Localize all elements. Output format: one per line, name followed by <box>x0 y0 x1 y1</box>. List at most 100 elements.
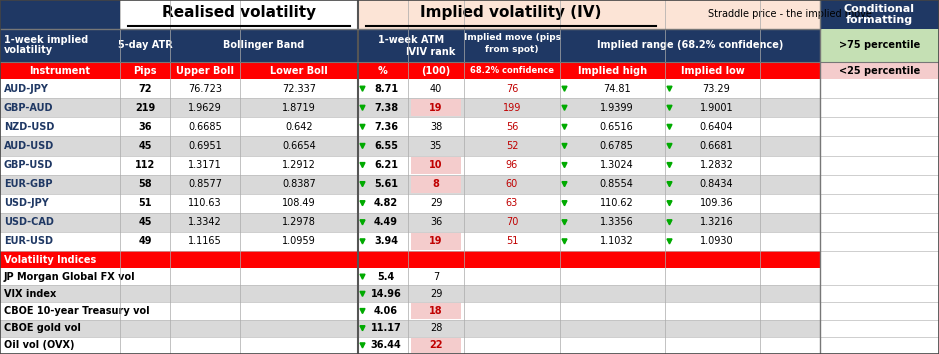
Bar <box>0 79 120 98</box>
Bar <box>665 194 760 213</box>
Text: 56: 56 <box>506 122 518 132</box>
Bar <box>820 79 939 98</box>
Bar <box>408 98 464 118</box>
Text: 36: 36 <box>138 122 152 132</box>
Text: 3.94: 3.94 <box>374 236 398 246</box>
Bar <box>820 175 939 194</box>
Text: from spot): from spot) <box>485 45 539 54</box>
Bar <box>0 251 820 268</box>
Bar <box>760 136 820 155</box>
Text: AUD-USD: AUD-USD <box>4 141 54 151</box>
Bar <box>240 194 358 213</box>
Bar <box>120 175 170 194</box>
Bar <box>464 232 560 251</box>
Bar <box>665 232 760 251</box>
Text: 76: 76 <box>506 84 518 94</box>
Bar <box>240 155 358 175</box>
Text: 1.1165: 1.1165 <box>188 236 222 246</box>
Text: EUR-USD: EUR-USD <box>4 236 53 246</box>
Bar <box>820 232 939 251</box>
Bar <box>240 136 358 155</box>
Text: 72.337: 72.337 <box>282 84 316 94</box>
Bar <box>170 175 240 194</box>
Polygon shape <box>667 162 672 167</box>
Bar <box>358 136 408 155</box>
Bar <box>240 62 358 79</box>
Text: GBP-USD: GBP-USD <box>4 160 54 170</box>
Bar <box>560 232 665 251</box>
Text: <25 percentile: <25 percentile <box>839 65 920 76</box>
Text: 0.6785: 0.6785 <box>600 141 634 151</box>
Text: 1.2832: 1.2832 <box>700 160 733 170</box>
Bar <box>0 136 120 155</box>
Bar <box>408 175 464 194</box>
Text: 11.17: 11.17 <box>371 323 401 333</box>
Bar <box>240 98 358 118</box>
Bar <box>358 29 464 62</box>
Text: 4.06: 4.06 <box>374 306 398 316</box>
Text: Lower Boll: Lower Boll <box>270 65 328 76</box>
Bar <box>464 155 560 175</box>
Text: 1.8719: 1.8719 <box>282 103 316 113</box>
Text: 4.49: 4.49 <box>374 217 398 227</box>
Text: 29: 29 <box>430 198 442 208</box>
Polygon shape <box>667 239 672 244</box>
Text: 1.1032: 1.1032 <box>600 236 634 246</box>
Bar <box>0 118 120 136</box>
Text: 1.0959: 1.0959 <box>282 236 316 246</box>
Bar <box>120 0 358 29</box>
Text: 58: 58 <box>138 179 152 189</box>
Bar <box>464 213 560 232</box>
Bar <box>240 232 358 251</box>
Bar <box>358 213 408 232</box>
Bar <box>120 136 170 155</box>
Polygon shape <box>667 143 672 148</box>
Text: 1.0930: 1.0930 <box>700 236 733 246</box>
Text: 5.61: 5.61 <box>374 179 398 189</box>
Bar <box>820 213 939 232</box>
Text: 76.723: 76.723 <box>188 84 222 94</box>
Bar <box>170 136 240 155</box>
Bar <box>760 98 820 118</box>
Text: 110.62: 110.62 <box>600 198 634 208</box>
Text: 0.8577: 0.8577 <box>188 179 222 189</box>
Text: CBOE gold vol: CBOE gold vol <box>4 323 81 333</box>
Bar <box>170 213 240 232</box>
Bar <box>0 285 820 302</box>
Bar <box>240 79 358 98</box>
Bar <box>464 98 560 118</box>
Polygon shape <box>562 124 567 130</box>
Polygon shape <box>360 182 365 187</box>
Text: 0.6516: 0.6516 <box>600 122 634 132</box>
Text: Implied low: Implied low <box>681 65 745 76</box>
Bar <box>0 29 120 62</box>
Text: USD-CAD: USD-CAD <box>4 217 54 227</box>
Bar <box>120 232 170 251</box>
Text: 74.81: 74.81 <box>603 84 630 94</box>
Bar <box>411 176 461 193</box>
Bar <box>240 118 358 136</box>
Bar <box>665 155 760 175</box>
Bar <box>358 98 408 118</box>
Text: 52: 52 <box>506 141 518 151</box>
Bar <box>411 156 461 173</box>
Bar <box>170 62 240 79</box>
Polygon shape <box>360 274 365 279</box>
Bar <box>560 29 820 62</box>
Bar <box>408 232 464 251</box>
Bar <box>760 62 820 79</box>
Text: 1.3356: 1.3356 <box>600 217 634 227</box>
Bar <box>408 194 464 213</box>
Bar <box>411 99 461 116</box>
Bar <box>0 213 120 232</box>
Bar <box>0 62 120 79</box>
Bar <box>464 194 560 213</box>
Bar <box>170 29 358 62</box>
Text: JP Morgan Global FX vol: JP Morgan Global FX vol <box>4 272 135 282</box>
Text: 4.82: 4.82 <box>374 198 398 208</box>
Polygon shape <box>360 239 365 244</box>
Text: 60: 60 <box>506 179 518 189</box>
Bar <box>760 79 820 98</box>
Text: 0.6404: 0.6404 <box>700 122 733 132</box>
Text: 8.71: 8.71 <box>374 84 398 94</box>
